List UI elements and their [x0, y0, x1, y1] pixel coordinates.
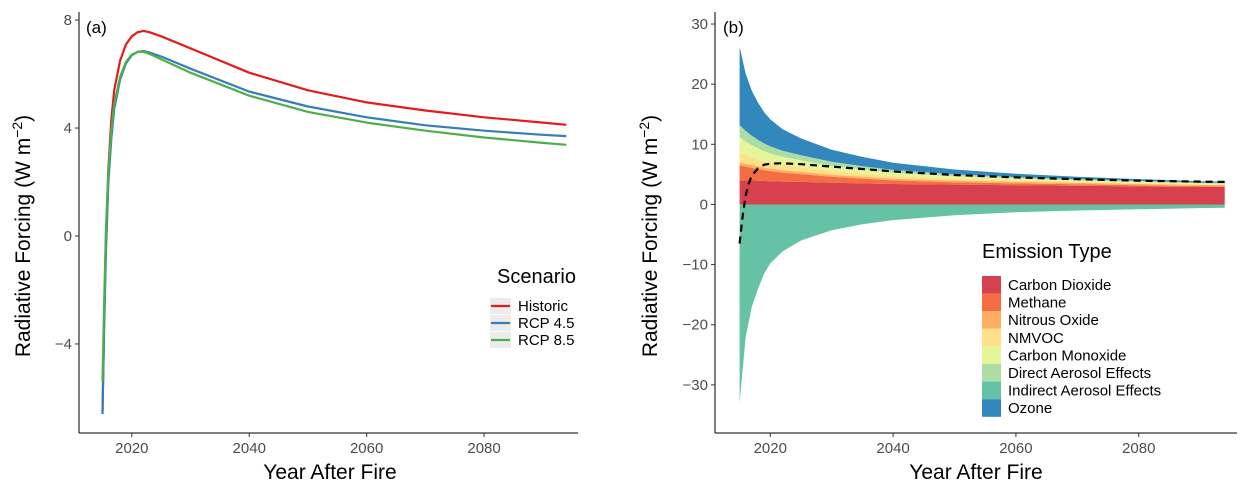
panel-b-y-axis-title: Radiative Forcing (W m−2) [636, 115, 662, 357]
y-tick-label: 8 [64, 12, 72, 29]
panel-a-y-axis-title-close: ) [12, 115, 35, 122]
legend-label: Carbon Dioxide [1008, 277, 1111, 294]
panel-b-y-ticks: −30 −20 −10 0 10 20 30 [683, 16, 715, 394]
area-carbon-monoxide [739, 137, 1225, 185]
legend-swatch [982, 293, 1001, 312]
y-tick-label: −4 [55, 336, 72, 353]
legend-label: Carbon Monoxide [1008, 347, 1126, 364]
legend-swatch [982, 364, 1001, 382]
panel-a-radiative-forcing-by-scenario: −4 0 4 8 2020 2040 2060 2080 (a) Year After Fi… [9, 12, 578, 484]
panel-b-radiative-forcing-by-emission-type: −30 −20 −10 0 10 20 30 2020 2040 2060 2080 (b) Ye… [636, 12, 1237, 484]
panel-b-x-ticks: 2020 2040 2060 2080 [754, 433, 1155, 457]
y-tick-label: 30 [691, 16, 708, 33]
area-carbon-dioxide [739, 180, 1225, 205]
panel-b-net-forcing-line [738, 162, 1225, 244]
panel-a-y-axis-title: Radiative Forcing (W m−2) [9, 115, 35, 357]
legend-swatch [982, 276, 1001, 294]
y-tick-label: −30 [683, 377, 708, 394]
legend-swatch [982, 346, 1001, 364]
legend-label: Direct Aerosol Effects [1008, 365, 1151, 382]
panel-a-y-axis-title-superscript: −2 [9, 122, 25, 138]
legend-label: Historic [518, 298, 569, 315]
legend-swatch [982, 399, 1001, 417]
panel-a-y-axis-title-text: Radiative Forcing (W m [12, 138, 35, 357]
area-indirect-aerosol-effects [739, 204, 1225, 403]
x-tick-label: 2080 [1122, 440, 1155, 457]
panel-b-y-axis-title-text: Radiative Forcing (W m [639, 138, 662, 357]
x-tick-label: 2060 [350, 440, 383, 457]
x-tick-label: 2040 [876, 440, 909, 457]
series-line-rcp-4-5 [101, 49, 567, 415]
y-tick-label: 0 [700, 196, 708, 213]
panel-a-series-lines [101, 29, 567, 415]
panel-a-x-ticks: 2020 2040 2060 2080 [115, 433, 501, 457]
panel-b-y-axis-title-superscript: −2 [636, 122, 652, 138]
x-tick-label: 2020 [754, 440, 787, 457]
y-tick-label: 10 [691, 136, 708, 153]
panel-b-y-axis-title-close: ) [639, 115, 662, 122]
legend-label: Nitrous Oxide [1008, 312, 1099, 329]
y-tick-label: −20 [683, 317, 708, 334]
y-tick-label: 4 [64, 120, 72, 137]
area-nitrous-oxide [739, 162, 1225, 187]
legend-label: RCP 8.5 [518, 332, 574, 349]
y-tick-label: −10 [683, 257, 708, 274]
panel-b-legend: Emission Type Carbon DioxideMethaneNitro… [982, 241, 1161, 417]
panel-b-label: (b) [723, 18, 744, 37]
y-tick-label: 20 [691, 76, 708, 93]
legend-label: Ozone [1008, 400, 1052, 417]
legend-swatch [982, 381, 1001, 400]
legend-label: Indirect Aerosol Effects [1008, 383, 1161, 400]
panel-b-x-axis-title: Year After Fire [909, 461, 1042, 484]
area-methane [739, 165, 1225, 187]
x-tick-label: 2080 [467, 440, 500, 457]
panel-a-x-axis-title: Year After Fire [263, 461, 396, 484]
series-line-rcp-8-5 [101, 50, 567, 382]
x-tick-label: 2020 [115, 440, 148, 457]
series-line-historic [101, 29, 567, 412]
legend-label: Methane [1008, 295, 1066, 312]
legend-swatch [982, 311, 1001, 329]
panel-b-legend-title: Emission Type [982, 241, 1112, 263]
panel-a-label: (a) [86, 18, 107, 37]
legend-label: RCP 4.5 [518, 315, 574, 332]
net-forcing-dashed-line [738, 162, 1225, 244]
y-tick-label: 0 [64, 228, 72, 245]
legend-label: NMVOC [1008, 330, 1064, 347]
panel-a-y-ticks: −4 0 4 8 [55, 12, 79, 353]
x-tick-label: 2040 [233, 440, 266, 457]
panel-a-legend-title: Scenario [497, 266, 576, 288]
x-tick-label: 2060 [999, 440, 1032, 457]
legend-swatch [982, 328, 1001, 347]
